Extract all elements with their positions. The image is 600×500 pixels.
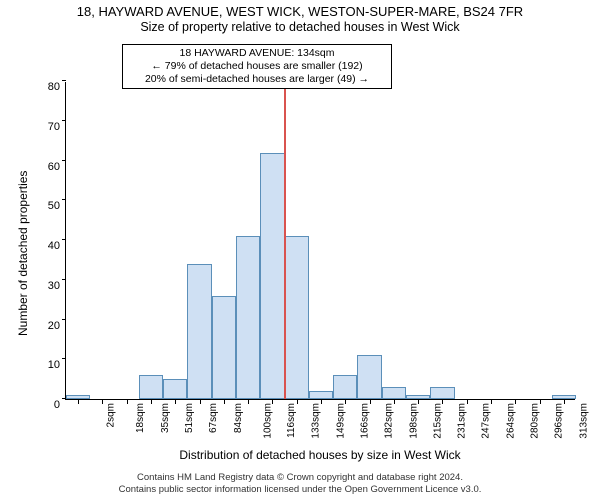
- x-tick-label: 116sqm: [286, 403, 297, 438]
- histogram-bar: [212, 296, 236, 399]
- annotation-line: ← 79% of detached houses are smaller (19…: [129, 60, 385, 73]
- x-tick-mark: [78, 400, 79, 404]
- x-tick-label: 264sqm: [505, 403, 516, 439]
- x-tick-mark: [467, 400, 468, 404]
- x-tick-mark: [297, 400, 298, 404]
- title-sub: Size of property relative to detached ho…: [0, 20, 600, 34]
- x-tick-mark: [345, 400, 346, 404]
- y-tick-label: 10: [48, 359, 66, 371]
- y-tick-label: 60: [48, 161, 66, 173]
- footer-line-2: Contains public sector information licen…: [0, 484, 600, 496]
- x-tick-label: 313sqm: [578, 403, 589, 439]
- y-tick-mark: [62, 120, 66, 121]
- y-tick-label: 0: [54, 399, 66, 411]
- x-tick-label: 67sqm: [208, 403, 219, 433]
- property-marker-line: [284, 81, 286, 399]
- x-tick-mark: [102, 400, 103, 404]
- x-tick-label: 231sqm: [457, 403, 468, 439]
- histogram-bar: [187, 264, 211, 399]
- histogram-bar: [260, 153, 284, 399]
- y-tick-mark: [62, 279, 66, 280]
- y-tick-label: 20: [48, 320, 66, 332]
- x-tick-label: 149sqm: [335, 403, 346, 439]
- x-axis-label: Distribution of detached houses by size …: [65, 448, 575, 462]
- y-tick-mark: [62, 239, 66, 240]
- x-tick-label: 182sqm: [384, 403, 395, 439]
- histogram-bar: [552, 395, 576, 399]
- title-main: 18, HAYWARD AVENUE, WEST WICK, WESTON-SU…: [0, 4, 600, 19]
- x-tick-label: 133sqm: [311, 403, 322, 439]
- x-tick-mark: [564, 400, 565, 404]
- x-tick-mark: [394, 400, 395, 404]
- histogram-bar: [66, 395, 90, 399]
- plot-area: 010203040506070802sqm18sqm35sqm51sqm67sq…: [65, 82, 575, 400]
- x-tick-mark: [442, 400, 443, 404]
- y-tick-label: 40: [48, 240, 66, 252]
- x-tick-label: 198sqm: [408, 403, 419, 439]
- x-tick-mark: [370, 400, 371, 404]
- x-tick-label: 2sqm: [106, 403, 117, 427]
- y-tick-mark: [62, 80, 66, 81]
- annotation-line: 18 HAYWARD AVENUE: 134sqm: [129, 47, 385, 60]
- x-tick-mark: [127, 400, 128, 404]
- x-tick-mark: [515, 400, 516, 404]
- x-tick-label: 35sqm: [160, 403, 171, 433]
- x-tick-mark: [151, 400, 152, 404]
- x-tick-mark: [540, 400, 541, 404]
- histogram-bar: [406, 395, 430, 399]
- y-tick-label: 30: [48, 280, 66, 292]
- x-tick-label: 18sqm: [135, 403, 146, 433]
- x-tick-mark: [224, 400, 225, 404]
- footer-line-1: Contains HM Land Registry data © Crown c…: [0, 472, 600, 484]
- y-axis-label: Number of detached properties: [16, 171, 30, 336]
- y-tick-mark: [62, 319, 66, 320]
- x-tick-label: 247sqm: [481, 403, 492, 439]
- x-tick-mark: [321, 400, 322, 404]
- x-tick-label: 215sqm: [432, 403, 443, 439]
- footer-attribution: Contains HM Land Registry data © Crown c…: [0, 472, 600, 496]
- y-tick-label: 80: [48, 81, 66, 93]
- x-tick-mark: [175, 400, 176, 404]
- y-tick-label: 50: [48, 200, 66, 212]
- histogram-bar: [139, 375, 163, 399]
- x-tick-mark: [248, 400, 249, 404]
- x-tick-mark: [491, 400, 492, 404]
- histogram-bar: [236, 236, 260, 399]
- histogram-bar: [430, 387, 454, 399]
- annotation-box: 18 HAYWARD AVENUE: 134sqm← 79% of detach…: [122, 44, 392, 89]
- histogram-bar: [285, 236, 309, 399]
- x-tick-mark: [418, 400, 419, 404]
- histogram-bar: [333, 375, 357, 399]
- x-tick-label: 51sqm: [184, 403, 195, 433]
- histogram-bar: [382, 387, 406, 399]
- histogram-bar: [309, 391, 333, 399]
- x-tick-mark: [200, 400, 201, 404]
- y-tick-mark: [62, 358, 66, 359]
- y-tick-mark: [62, 160, 66, 161]
- x-tick-label: 100sqm: [262, 403, 273, 439]
- y-tick-label: 70: [48, 121, 66, 133]
- y-tick-mark: [62, 199, 66, 200]
- x-tick-mark: [272, 400, 273, 404]
- x-tick-label: 166sqm: [360, 403, 371, 439]
- x-tick-label: 296sqm: [554, 403, 565, 439]
- chart-titles: 18, HAYWARD AVENUE, WEST WICK, WESTON-SU…: [0, 0, 600, 34]
- annotation-line: 20% of semi-detached houses are larger (…: [129, 73, 385, 86]
- x-tick-label: 84sqm: [233, 403, 244, 433]
- x-tick-label: 280sqm: [530, 403, 541, 439]
- histogram-bar: [163, 379, 187, 399]
- histogram-bar: [357, 355, 381, 399]
